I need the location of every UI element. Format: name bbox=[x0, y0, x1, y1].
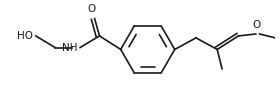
Text: HO: HO bbox=[17, 31, 33, 41]
Text: O: O bbox=[253, 20, 261, 30]
Text: O: O bbox=[88, 4, 96, 14]
Text: NH: NH bbox=[62, 43, 77, 53]
